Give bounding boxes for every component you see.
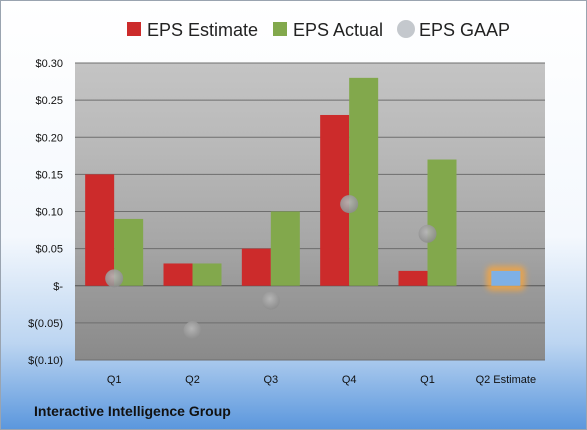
x-tick-label: Q2 [185,374,200,386]
y-tick-label: $(0.10) [28,355,63,367]
y-tick-label: $0.05 [35,244,63,256]
legend-swatch [397,20,415,38]
legend-label: EPS Estimate [147,20,258,40]
bar-eps-actual [192,263,222,286]
company-label: Interactive Intelligence Group [34,403,231,419]
gaap-marker [340,195,359,214]
y-tick-label: $0.15 [35,169,63,181]
bar-eps-estimate [398,270,428,286]
bar-eps-actual [349,77,379,286]
x-axis: Q1 Q2 Q3 Q4 Q1 Q2 Estimate [107,374,536,386]
x-tick-label: Q3 [263,374,278,386]
bar-eps-estimate [85,174,115,286]
x-tick-label: Q2 Estimate [476,374,537,386]
x-tick-label: Q4 [342,374,357,386]
y-axis: $0.30 $0.25 $0.20 $0.15 $0.10 $0.05 $- $(0.05) $… [28,58,63,367]
y-tick-label: $(0.05) [28,318,63,330]
gaap-marker [183,321,202,340]
bar-eps-estimate [163,263,193,286]
bar-eps-estimate [241,248,271,286]
gridlines [75,62,545,361]
x-tick-label: Q1 [107,374,122,386]
y-tick-label: $0.10 [35,207,63,219]
legend: EPS Estimate EPS Actual EPS GAAP [127,20,510,40]
gaap-marker [105,269,124,288]
legend-swatch [273,22,287,36]
y-tick-label: $0.20 [35,132,63,144]
gaap-marker [418,224,437,243]
x-tick-label: Q1 [420,374,435,386]
bar-eps-actual [427,159,457,286]
legend-label: EPS Actual [293,20,383,40]
gaap-markers [105,195,437,340]
y-tick-label: $0.25 [35,95,63,107]
legend-label: EPS GAAP [419,20,510,40]
y-tick-label: $0.30 [35,58,63,70]
legend-swatch [127,22,141,36]
y-tick-label: $- [53,281,63,293]
gaap-marker [261,291,280,310]
bar-forecast [491,270,521,286]
bars [85,77,526,291]
bar-eps-actual [270,211,300,286]
